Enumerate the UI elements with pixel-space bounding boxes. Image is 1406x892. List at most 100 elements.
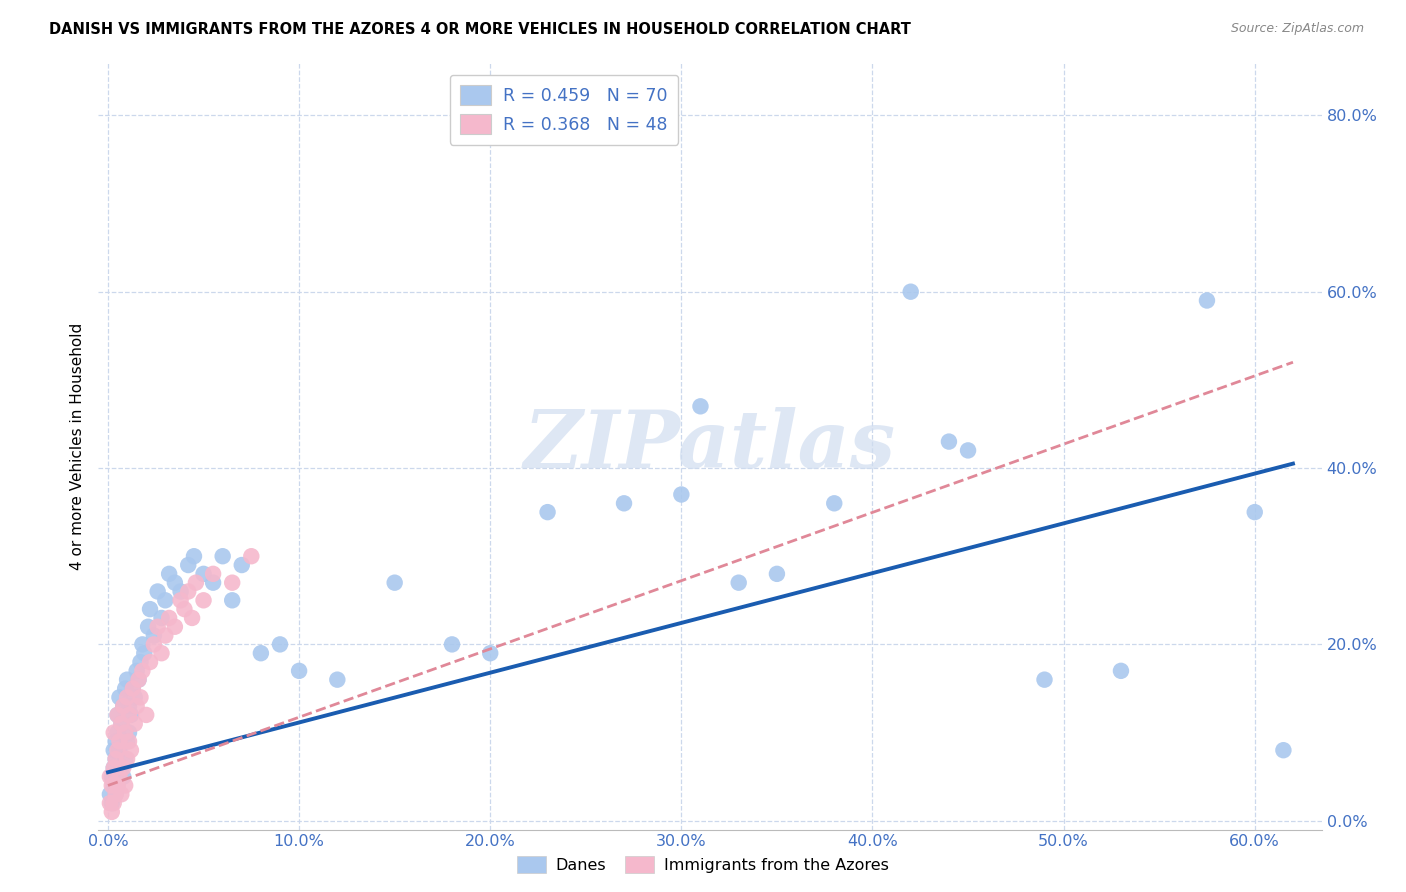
Point — [103, 743, 125, 757]
Point — [112, 770, 135, 784]
Point — [98, 787, 121, 801]
Point — [613, 496, 636, 510]
Point — [177, 558, 200, 572]
Point — [112, 699, 135, 714]
Point — [169, 593, 191, 607]
Point — [250, 646, 273, 660]
Point — [231, 558, 253, 572]
Point — [211, 549, 233, 564]
Point — [202, 566, 225, 581]
Point — [193, 566, 215, 581]
Point — [107, 779, 129, 793]
Text: DANISH VS IMMIGRANTS FROM THE AZORES 4 OR MORE VEHICLES IN HOUSEHOLD CORRELATION: DANISH VS IMMIGRANTS FROM THE AZORES 4 O… — [49, 22, 911, 37]
Point — [240, 549, 263, 564]
Point — [1272, 743, 1295, 757]
Point — [823, 496, 845, 510]
Point — [110, 761, 132, 775]
Point — [146, 584, 169, 599]
Point — [1195, 293, 1218, 308]
Point — [125, 664, 148, 678]
Point — [139, 602, 162, 616]
Point — [108, 770, 131, 784]
Point — [107, 779, 129, 793]
Point — [131, 637, 153, 651]
Point — [108, 690, 131, 705]
Point — [169, 584, 191, 599]
Point — [114, 779, 136, 793]
Point — [536, 505, 558, 519]
Point — [110, 716, 132, 731]
Point — [104, 787, 127, 801]
Legend: R = 0.459   N = 70, R = 0.368   N = 48: R = 0.459 N = 70, R = 0.368 N = 48 — [450, 75, 678, 145]
Point — [101, 805, 124, 819]
Point — [177, 584, 200, 599]
Point — [184, 575, 207, 590]
Point — [183, 549, 205, 564]
Point — [163, 620, 186, 634]
Point — [136, 620, 159, 634]
Point — [101, 796, 124, 810]
Point — [98, 770, 121, 784]
Point — [103, 761, 125, 775]
Point — [110, 787, 132, 801]
Point — [104, 752, 127, 766]
Point — [103, 779, 125, 793]
Point — [269, 637, 291, 651]
Point — [766, 566, 789, 581]
Point — [115, 734, 138, 748]
Point — [118, 725, 141, 739]
Point — [134, 646, 156, 660]
Point — [727, 575, 749, 590]
Point — [129, 655, 152, 669]
Point — [128, 673, 150, 687]
Point — [181, 611, 204, 625]
Point — [103, 796, 125, 810]
Point — [118, 699, 141, 714]
Point — [103, 761, 125, 775]
Point — [108, 734, 131, 748]
Point — [115, 673, 138, 687]
Point — [221, 575, 243, 590]
Point — [112, 699, 135, 714]
Point — [121, 681, 143, 696]
Point — [150, 611, 173, 625]
Point — [101, 779, 124, 793]
Point — [115, 690, 138, 705]
Point — [938, 434, 960, 449]
Point — [155, 629, 177, 643]
Point — [120, 743, 142, 757]
Point — [101, 770, 124, 784]
Point — [157, 566, 180, 581]
Point — [146, 620, 169, 634]
Point — [288, 664, 311, 678]
Point — [114, 725, 136, 739]
Point — [163, 575, 186, 590]
Y-axis label: 4 or more Vehicles in Household: 4 or more Vehicles in Household — [69, 322, 84, 570]
Point — [108, 743, 131, 757]
Point — [193, 593, 215, 607]
Point — [124, 690, 146, 705]
Point — [384, 575, 406, 590]
Point — [135, 707, 157, 722]
Point — [110, 716, 132, 731]
Point — [326, 673, 349, 687]
Point — [150, 646, 173, 660]
Point — [221, 593, 243, 607]
Point — [103, 725, 125, 739]
Point — [115, 752, 138, 766]
Point — [118, 734, 141, 748]
Point — [440, 637, 463, 651]
Point — [107, 707, 129, 722]
Point — [129, 690, 152, 705]
Point — [107, 743, 129, 757]
Point — [131, 664, 153, 678]
Point — [689, 400, 711, 414]
Point — [900, 285, 922, 299]
Point — [104, 787, 127, 801]
Point — [121, 681, 143, 696]
Point — [114, 681, 136, 696]
Point — [104, 752, 127, 766]
Point — [671, 487, 693, 501]
Point — [1243, 505, 1265, 519]
Text: ZIPatlas: ZIPatlas — [524, 408, 896, 484]
